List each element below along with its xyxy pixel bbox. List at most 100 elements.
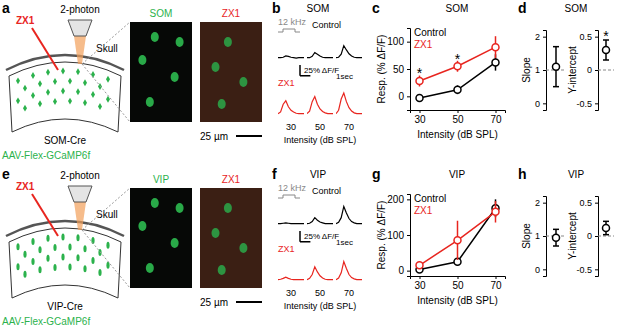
y-axis: 012 (535, 31, 547, 111)
tick: 200 (387, 194, 410, 205)
tick-label: 70 (490, 114, 502, 125)
trace-plot (336, 206, 362, 223)
imaged-cell (212, 62, 220, 72)
error-cap (553, 245, 559, 247)
cell (61, 68, 65, 75)
tick: 0.5 (579, 32, 598, 42)
point-chart: -0.500.5Y-intercept (567, 197, 614, 277)
y-axis-title: Slope (521, 223, 532, 249)
imaged-cell (224, 203, 232, 213)
cell (46, 235, 49, 242)
trace (278, 56, 304, 58)
series-label: Control (312, 20, 341, 30)
error-cap (603, 221, 609, 223)
cell (106, 96, 110, 103)
x-axis-title: Intensity (dB SPL) (284, 301, 357, 311)
cell (83, 245, 86, 252)
error-cap (553, 229, 559, 231)
reference-line (598, 70, 614, 71)
tick-mark (407, 96, 410, 97)
tick-mark (595, 269, 598, 270)
x-axis: 305070 (411, 276, 506, 291)
panel-label: b (272, 0, 281, 16)
tick-label: 0 (398, 265, 404, 276)
cell (83, 265, 86, 272)
trace-plot (278, 277, 304, 280)
scalebar-label: 25 µm (200, 131, 228, 142)
tick-mark (420, 276, 421, 279)
drug-label: ZX1 (16, 181, 35, 192)
imaged-cell (176, 203, 184, 213)
cell (76, 68, 80, 75)
image-title: ZX1 (222, 8, 241, 19)
cell (91, 91, 95, 98)
trace-plot (278, 56, 304, 58)
tick-label: 0.5 (579, 32, 592, 42)
imaged-cell (138, 55, 146, 65)
panel-label: d (518, 0, 527, 16)
scalebar-label: 1sec (336, 72, 353, 81)
tick: -0.5 (576, 265, 598, 275)
point (492, 59, 499, 66)
tick-mark (543, 37, 546, 38)
trace (278, 277, 304, 280)
tick: 30 (414, 110, 426, 125)
point-chart: dSOM012Slope (518, 0, 587, 111)
imaged-cell (218, 265, 226, 275)
tick-label: 100 (387, 36, 404, 47)
figure: a2-photonSkullZX1SOM-CreAAV-Flex-GCaMP6f… (0, 0, 617, 332)
imaged-cell (239, 77, 247, 87)
group-label: 70 (344, 122, 354, 132)
imaged-cell (151, 198, 159, 208)
scalebar (236, 135, 262, 137)
series-line (420, 62, 496, 98)
tick-label: 0 (535, 265, 540, 275)
tick-mark (407, 69, 410, 70)
error-cap (603, 234, 609, 236)
y-axis-title: Slope (521, 57, 532, 83)
micrograph (130, 22, 192, 122)
tick: 100 (387, 36, 410, 47)
annotation: * (455, 51, 461, 67)
point-chart: -0.500.5*Y-intercept (567, 28, 614, 111)
panel-label: f (272, 166, 277, 182)
cell (76, 88, 80, 95)
tick-label: 0 (587, 65, 592, 75)
drug-label: ZX1 (16, 15, 35, 26)
tick: 50 (452, 276, 464, 291)
title: VIP (310, 169, 326, 180)
tick-label: 1 (535, 231, 540, 241)
tick-mark (407, 42, 410, 43)
tick-label: 2 (535, 32, 540, 42)
title: VIP (449, 169, 465, 180)
image-title: SOM (150, 8, 173, 19)
tick-label: 50 (452, 280, 464, 291)
trace-plot (307, 53, 333, 58)
trace (278, 222, 304, 224)
cell (76, 234, 79, 241)
annotation: * (603, 28, 609, 44)
cell (83, 79, 87, 86)
cell (91, 257, 94, 264)
cell (38, 246, 41, 253)
title: SOM (307, 3, 330, 14)
stimulus-label: 12 kHz (278, 17, 307, 27)
x-axis: 305070 (411, 110, 506, 125)
trace-plot (307, 96, 333, 113)
zoom-line (82, 230, 130, 288)
imaged-cell (176, 37, 184, 47)
imaged-cell (212, 228, 220, 238)
tick: 0 (535, 99, 546, 109)
schematic: a2-photonSkullZX1SOM-CreAAV-Flex-GCaMP6f… (2, 0, 262, 161)
tick-mark (496, 110, 497, 113)
cell (16, 97, 20, 104)
cell (68, 244, 71, 251)
y-axis-title: Y-intercept (567, 212, 578, 260)
tick-mark (407, 235, 410, 236)
cell (38, 100, 42, 107)
tick-label: 30 (414, 114, 426, 125)
imaged-cell (146, 97, 154, 107)
point (492, 208, 499, 215)
trace-panel: bSOM12 kHzControlZX125% ΔF/F1sec305070In… (272, 0, 362, 145)
scalebar-y (299, 231, 301, 242)
